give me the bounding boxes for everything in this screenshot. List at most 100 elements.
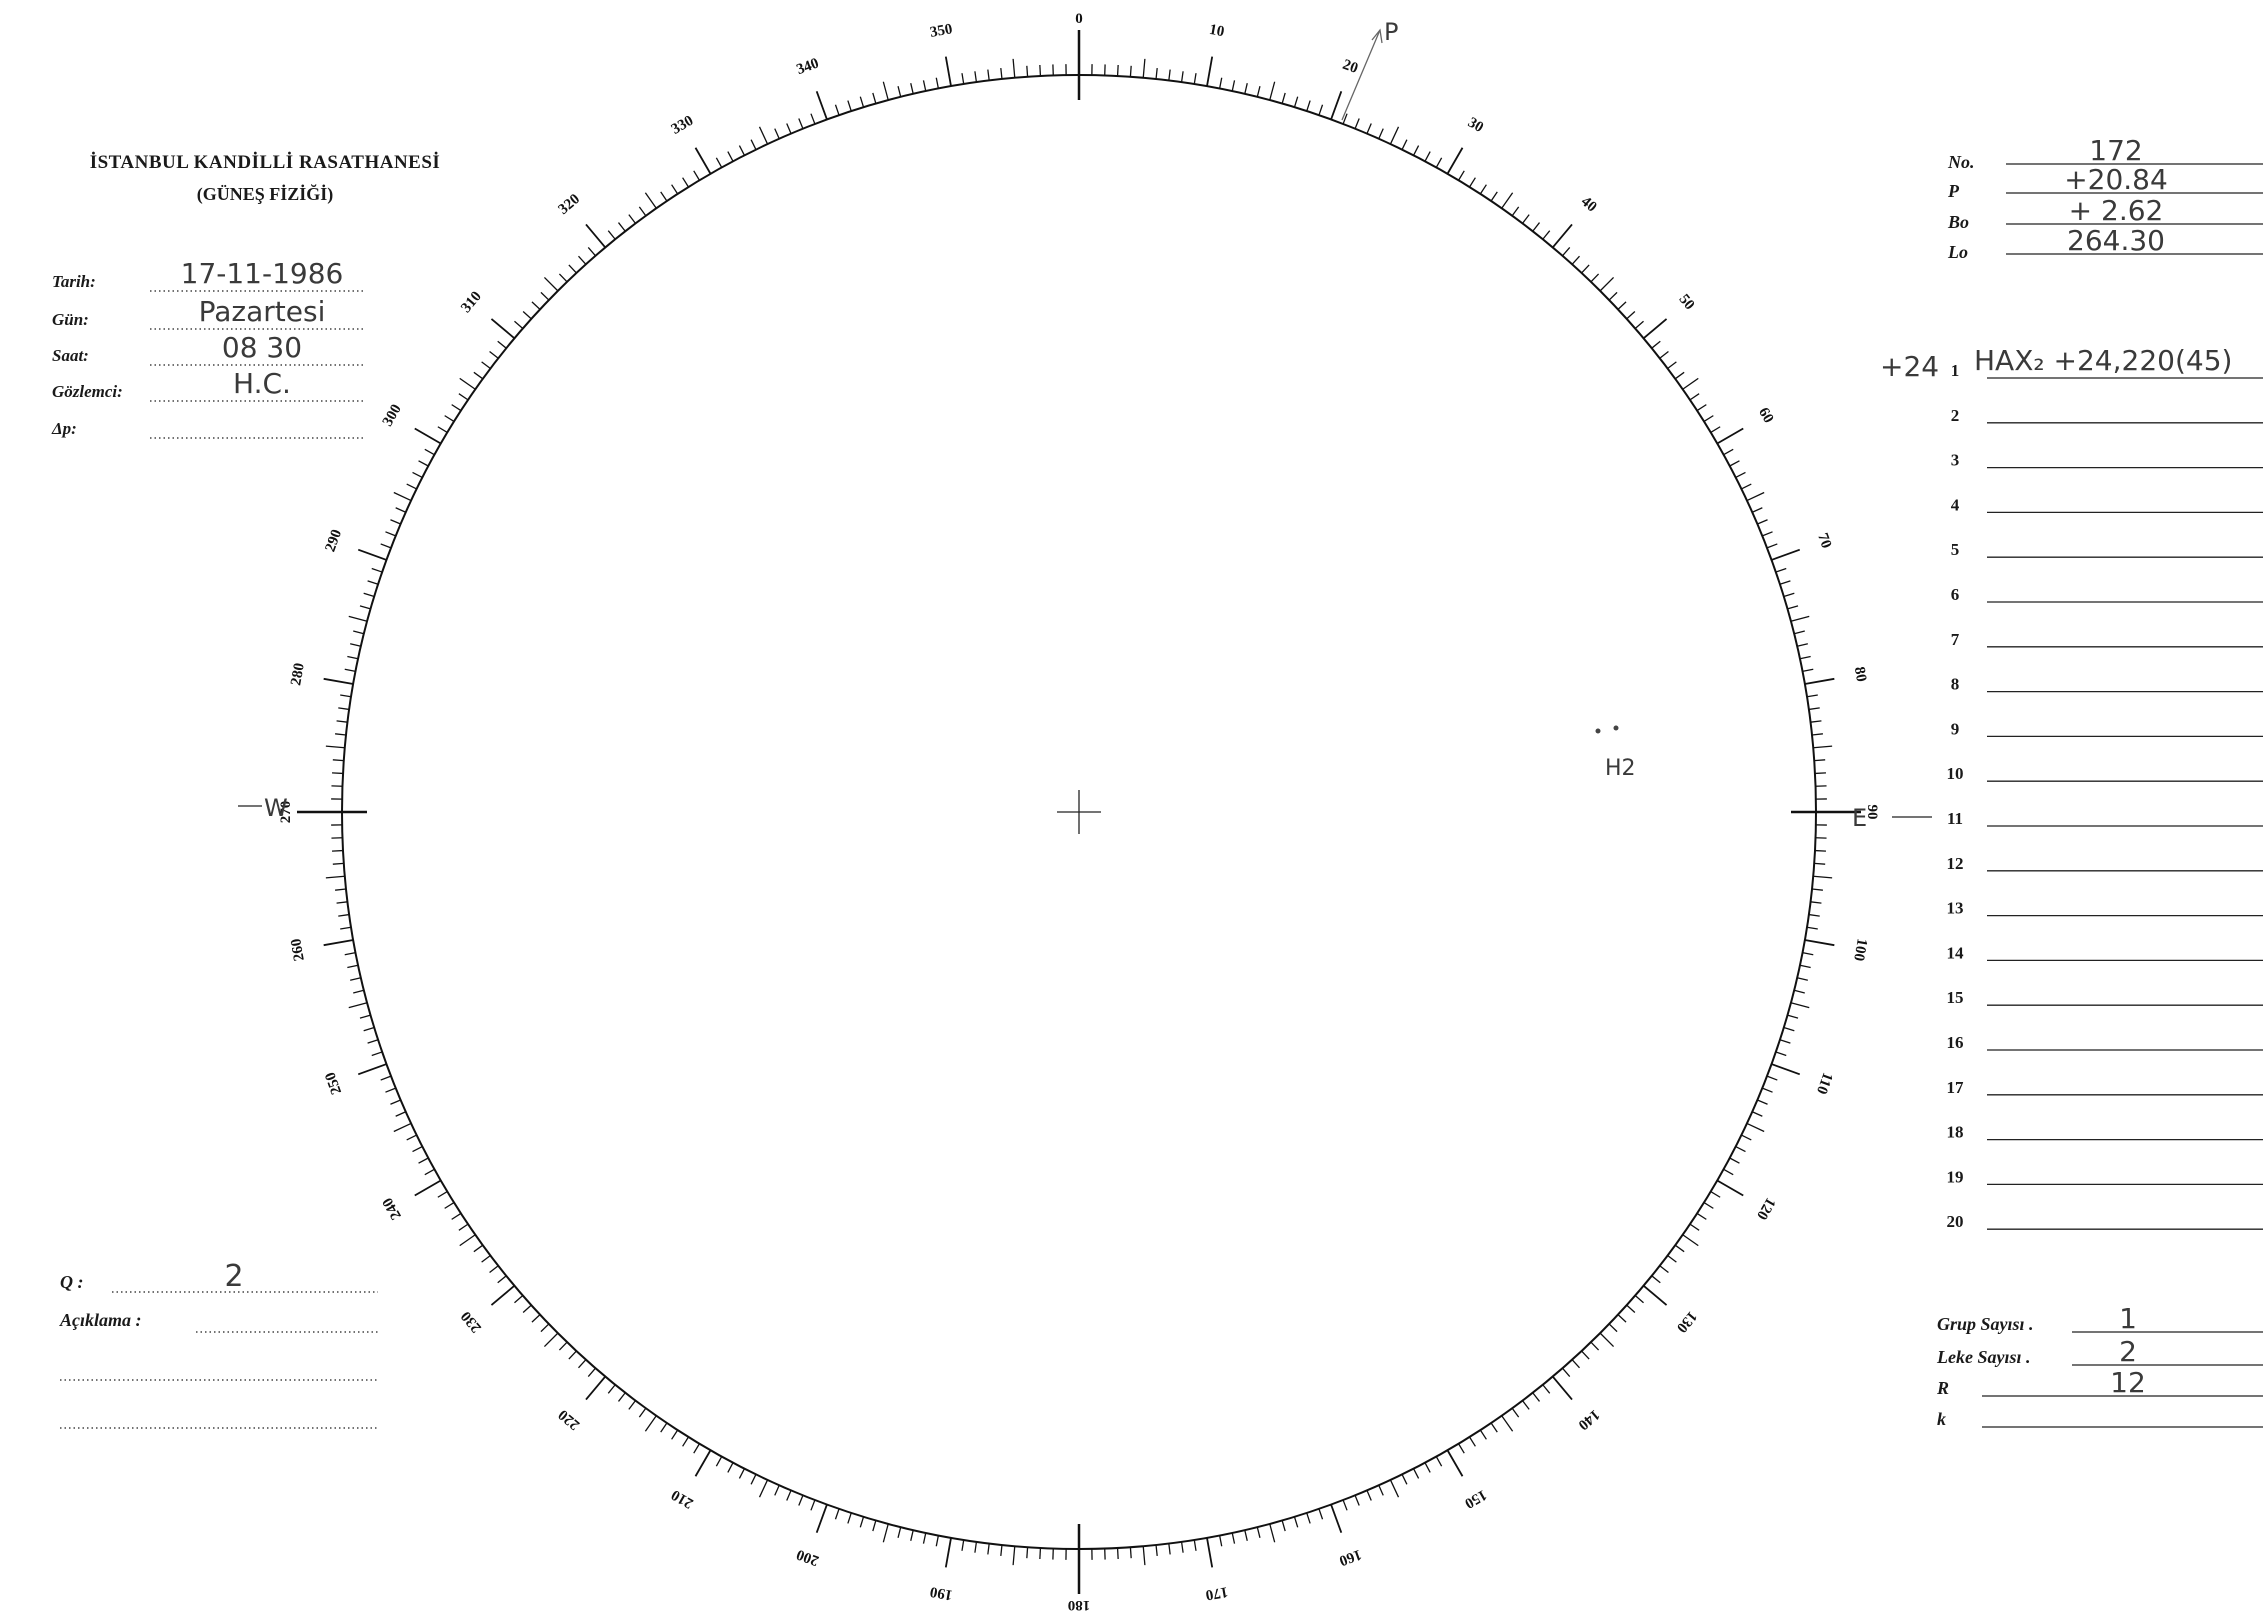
dial-tick	[1342, 113, 1348, 125]
dial-label: 270	[278, 801, 294, 824]
dial-tick	[323, 677, 354, 685]
dial-tick	[715, 1456, 723, 1467]
dial-tick	[1746, 1122, 1765, 1133]
field-value: H.C.	[233, 367, 291, 400]
dial-tick	[1626, 1304, 1636, 1313]
dial-tick	[897, 86, 902, 98]
dial-tick	[1231, 1532, 1236, 1544]
row-number: 1	[1951, 361, 1960, 380]
title: İSTANBUL KANDİLLİ RASATHANESİ	[90, 152, 441, 173]
dial-tick	[1696, 1212, 1707, 1220]
dial-tick	[882, 1523, 889, 1543]
dial-tick	[1269, 1523, 1276, 1543]
dial-tick	[1256, 1526, 1261, 1538]
dial-tick	[935, 1535, 940, 1547]
dial-tick	[371, 567, 383, 573]
dial-tick	[1378, 1485, 1384, 1496]
dial-tick	[357, 548, 387, 561]
dial-tick	[738, 145, 745, 156]
dial-tick	[1231, 80, 1236, 92]
dial-tick	[1354, 118, 1360, 129]
count-label: R	[1936, 1378, 1949, 1398]
dial-tick	[587, 1367, 596, 1377]
dial-tick	[1424, 151, 1431, 162]
dial-tick	[1306, 1512, 1311, 1524]
field-label: Gün:	[52, 310, 89, 329]
pole-arrow	[1341, 29, 1381, 121]
field-value: 17-11-1986	[181, 257, 344, 290]
row-number: 8	[1951, 675, 1960, 694]
dial-tick	[810, 113, 816, 125]
dial-tick	[1783, 1026, 1795, 1032]
group-entry: HAX₂ +24,220(45)	[1974, 344, 2232, 377]
dial-tick	[1667, 361, 1677, 369]
dial-tick	[1590, 273, 1600, 283]
dial-tick	[418, 1157, 429, 1164]
dial-tick	[1771, 548, 1801, 561]
dial-label: 350	[929, 21, 954, 41]
dial-tick	[758, 1479, 769, 1498]
dial-tick	[1468, 1436, 1476, 1447]
param-value: 172	[2089, 134, 2142, 167]
dial-tick	[325, 875, 345, 879]
dial-tick	[1716, 427, 1744, 445]
dial-tick	[424, 448, 435, 456]
dial-tick	[1634, 1295, 1644, 1304]
dial-tick	[1723, 1168, 1734, 1176]
dial-tick	[1806, 694, 1818, 698]
dial-tick	[750, 139, 757, 150]
dial-tick	[1571, 1359, 1580, 1369]
dial-tick	[587, 247, 596, 257]
row-number: 6	[1951, 585, 1960, 604]
dial-tick	[357, 1063, 387, 1076]
dial-label: 70	[1814, 531, 1834, 551]
count-value: 12	[2110, 1366, 2146, 1399]
dial-tick	[1703, 415, 1714, 423]
field-label: Δp:	[51, 419, 77, 438]
count-label: Grup Sayısı .	[1937, 1314, 2034, 1334]
dial-tick	[497, 1275, 507, 1284]
dial-tick	[617, 222, 626, 232]
dial-tick	[367, 580, 379, 585]
dial-tick	[910, 83, 914, 95]
dial-tick	[1458, 170, 1465, 181]
dial-tick	[1762, 531, 1773, 537]
dial-tick	[758, 126, 769, 145]
dial-tick	[1790, 615, 1810, 622]
sunspot	[1613, 725, 1619, 731]
dial-tick	[393, 491, 412, 502]
dial-label: 160	[1337, 1546, 1364, 1569]
dial-tick	[1413, 145, 1420, 156]
east-label: E	[1852, 804, 1867, 832]
dial-tick	[522, 1304, 532, 1313]
dial-tick	[1142, 58, 1146, 78]
dial-tick	[363, 1026, 375, 1032]
dial-tick	[1180, 1541, 1184, 1553]
dial-tick	[336, 901, 348, 904]
dial-label: 250	[322, 1070, 345, 1097]
dial-tick	[1810, 901, 1822, 904]
dial-tick	[1116, 64, 1119, 77]
dial-tick	[481, 361, 491, 369]
group-note: +24	[1880, 350, 1939, 383]
dial-tick	[437, 426, 448, 433]
field-label: Gözlemci:	[52, 382, 123, 401]
dial-tick	[451, 1212, 462, 1220]
dial-tick	[638, 1407, 647, 1418]
dial-tick	[338, 707, 350, 711]
dial-tick	[459, 1234, 476, 1247]
dial-tick	[558, 273, 568, 283]
dial-tick	[944, 56, 952, 87]
dial-tick	[1723, 448, 1734, 456]
dial-tick	[1599, 276, 1615, 292]
dial-label: 200	[794, 1546, 821, 1569]
row-number: 11	[1947, 809, 1963, 828]
dial-tick	[1542, 1384, 1551, 1394]
dial-label: 260	[288, 937, 308, 962]
dial-tick	[1766, 543, 1778, 549]
dial-tick	[1775, 567, 1787, 573]
dial-tick	[1757, 1099, 1768, 1105]
dial-tick	[1802, 668, 1814, 673]
dial-tick	[1808, 913, 1820, 917]
